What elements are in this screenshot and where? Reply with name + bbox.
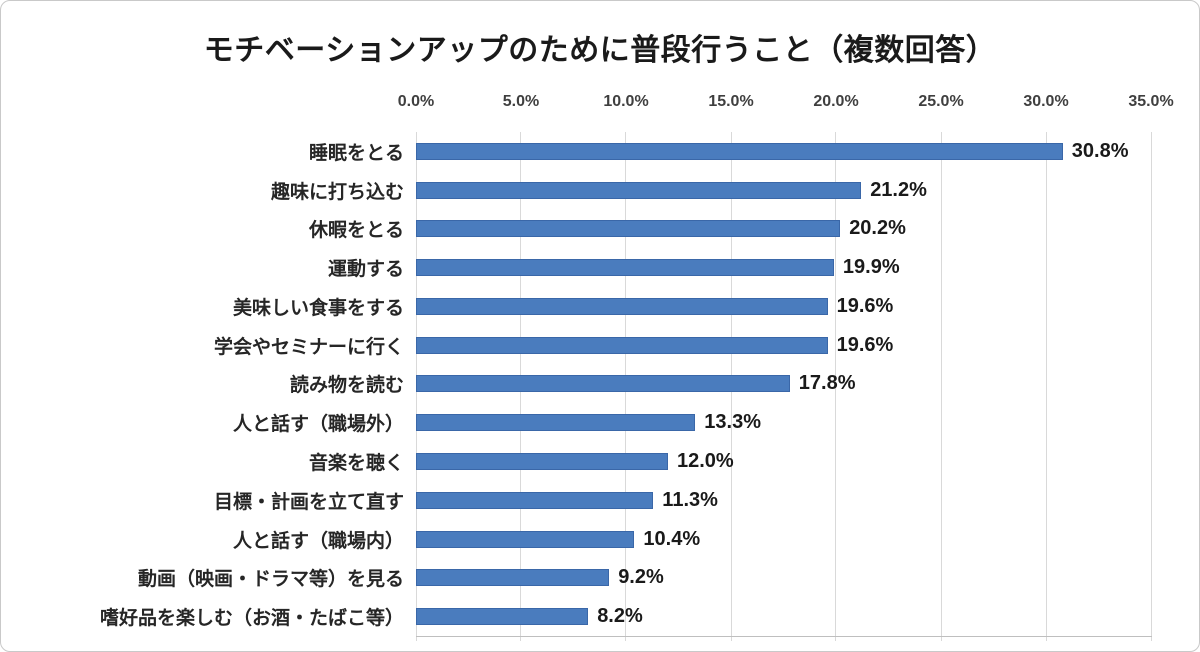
value-label: 8.2% (597, 605, 643, 628)
bar (416, 414, 696, 432)
bar-row: 趣味に打ち込む 21.2% (1, 171, 1151, 210)
x-axis-tick-label: 35.0% (1128, 93, 1174, 110)
value-label: 30.8% (1071, 139, 1129, 162)
bar (416, 569, 610, 587)
value-label: 10.4% (643, 527, 701, 550)
x-axis-tick-label: 5.0% (502, 93, 540, 110)
bar-track: 8.2% (416, 597, 1151, 636)
bar-track: 21.2% (416, 171, 1151, 210)
category-label: 動画（映画・ドラマ等）を見る (137, 569, 404, 591)
bar-row: 音楽を聴く 12.0% (1, 442, 1151, 481)
x-axis-tick-label: 30.0% (1023, 93, 1069, 110)
bar-rows: 睡眠をとる 30.8% 趣味に打ち込む 21.2% 休暇をとる 20.2% 運動する 19.9… (1, 132, 1151, 636)
bar-track: 13.3% (416, 403, 1151, 442)
category-label: 睡眠をとる (308, 142, 404, 164)
bar (416, 530, 635, 548)
x-axis-line (416, 636, 1152, 637)
value-label: 9.2% (618, 566, 664, 589)
gridline (940, 132, 942, 641)
bar-track: 11.3% (416, 481, 1151, 520)
bar-row: 人と話す（職場内） 10.4% (1, 520, 1151, 559)
category-label: 休暇をとる (308, 220, 404, 242)
category-label: 人と話す（職場内） (232, 530, 404, 552)
bar-row: 嗜好品を楽しむ（お酒・たばこ等） 8.2% (1, 597, 1151, 636)
bar (416, 142, 1063, 160)
gridline (835, 132, 837, 641)
x-axis-tick-label: 20.0% (813, 93, 859, 110)
category-label: 読み物を読む (289, 375, 404, 397)
bar-track: 10.4% (416, 520, 1151, 559)
bar-track: 9.2% (416, 558, 1151, 597)
value-label: 19.9% (842, 256, 900, 279)
category-label: 人と話す（職場外） (232, 414, 404, 436)
category-label: 運動する (327, 259, 404, 281)
bar-track: 17.8% (416, 365, 1151, 404)
bar (416, 608, 589, 626)
bar-row: 休暇をとる 20.2% (1, 210, 1151, 249)
value-label: 13.3% (704, 411, 762, 434)
gridline (1150, 132, 1152, 641)
bar (416, 491, 654, 509)
x-axis-tick-label: 10.0% (603, 93, 649, 110)
bar-row: 運動する 19.9% (1, 248, 1151, 287)
category-label: 美味しい食事をする (232, 297, 404, 319)
bar (416, 220, 841, 238)
bar (416, 453, 668, 470)
bar-row: 美味しい食事をする 19.6% (1, 287, 1151, 326)
gridline (1045, 132, 1047, 641)
category-label: 嗜好品を楽しむ（お酒・たばこ等） (99, 608, 404, 630)
bar-track: 19.9% (416, 248, 1151, 287)
value-label: 21.2% (870, 178, 927, 201)
category-label: 学会やセミナーに行く (213, 336, 404, 358)
bar-track: 30.8% (416, 132, 1151, 171)
category-label: 目標・計画を立て直す (213, 491, 404, 513)
x-axis-tick-label: 15.0% (708, 93, 754, 110)
value-label: 20.2% (849, 217, 906, 240)
bar (416, 375, 790, 393)
bar (416, 181, 862, 199)
value-label: 19.6% (836, 333, 894, 356)
bar-row: 読み物を読む 17.8% (1, 365, 1151, 404)
bar-row: 目標・計画を立て直す 11.3% (1, 481, 1151, 520)
x-axis: 0.0% 5.0% 10.0% 15.0% 20.0% 25.0% 30.0% 35.0% (398, 89, 1174, 115)
bar-track: 20.2% (416, 210, 1151, 249)
category-label: 趣味に打ち込む (270, 181, 404, 203)
x-axis-tick-label: 0.0% (397, 93, 435, 110)
bar-track: 12.0% (416, 442, 1151, 481)
bar (416, 297, 828, 315)
bar-row: 睡眠をとる 30.8% (1, 132, 1151, 171)
bar (416, 336, 828, 354)
bar-row: 動画（映画・ドラマ等）を見る 9.2% (1, 558, 1151, 597)
value-label: 11.3% (662, 488, 718, 511)
value-label: 12.0% (677, 450, 734, 472)
x-axis-tick-label: 25.0% (918, 93, 964, 110)
chart-title: モチベーションアップのために普段行うこと（複数回答） (203, 34, 997, 67)
bar (416, 259, 834, 277)
bar-row: 学会やセミナーに行く 19.6% (1, 326, 1151, 365)
bar-track: 19.6% (416, 287, 1151, 326)
value-label: 17.8% (798, 372, 856, 395)
category-label: 音楽を聴く (308, 453, 404, 474)
bar-track: 19.6% (416, 326, 1151, 365)
bar-row: 人と話す（職場外） 13.3% (1, 403, 1151, 442)
value-label: 19.6% (836, 294, 894, 317)
